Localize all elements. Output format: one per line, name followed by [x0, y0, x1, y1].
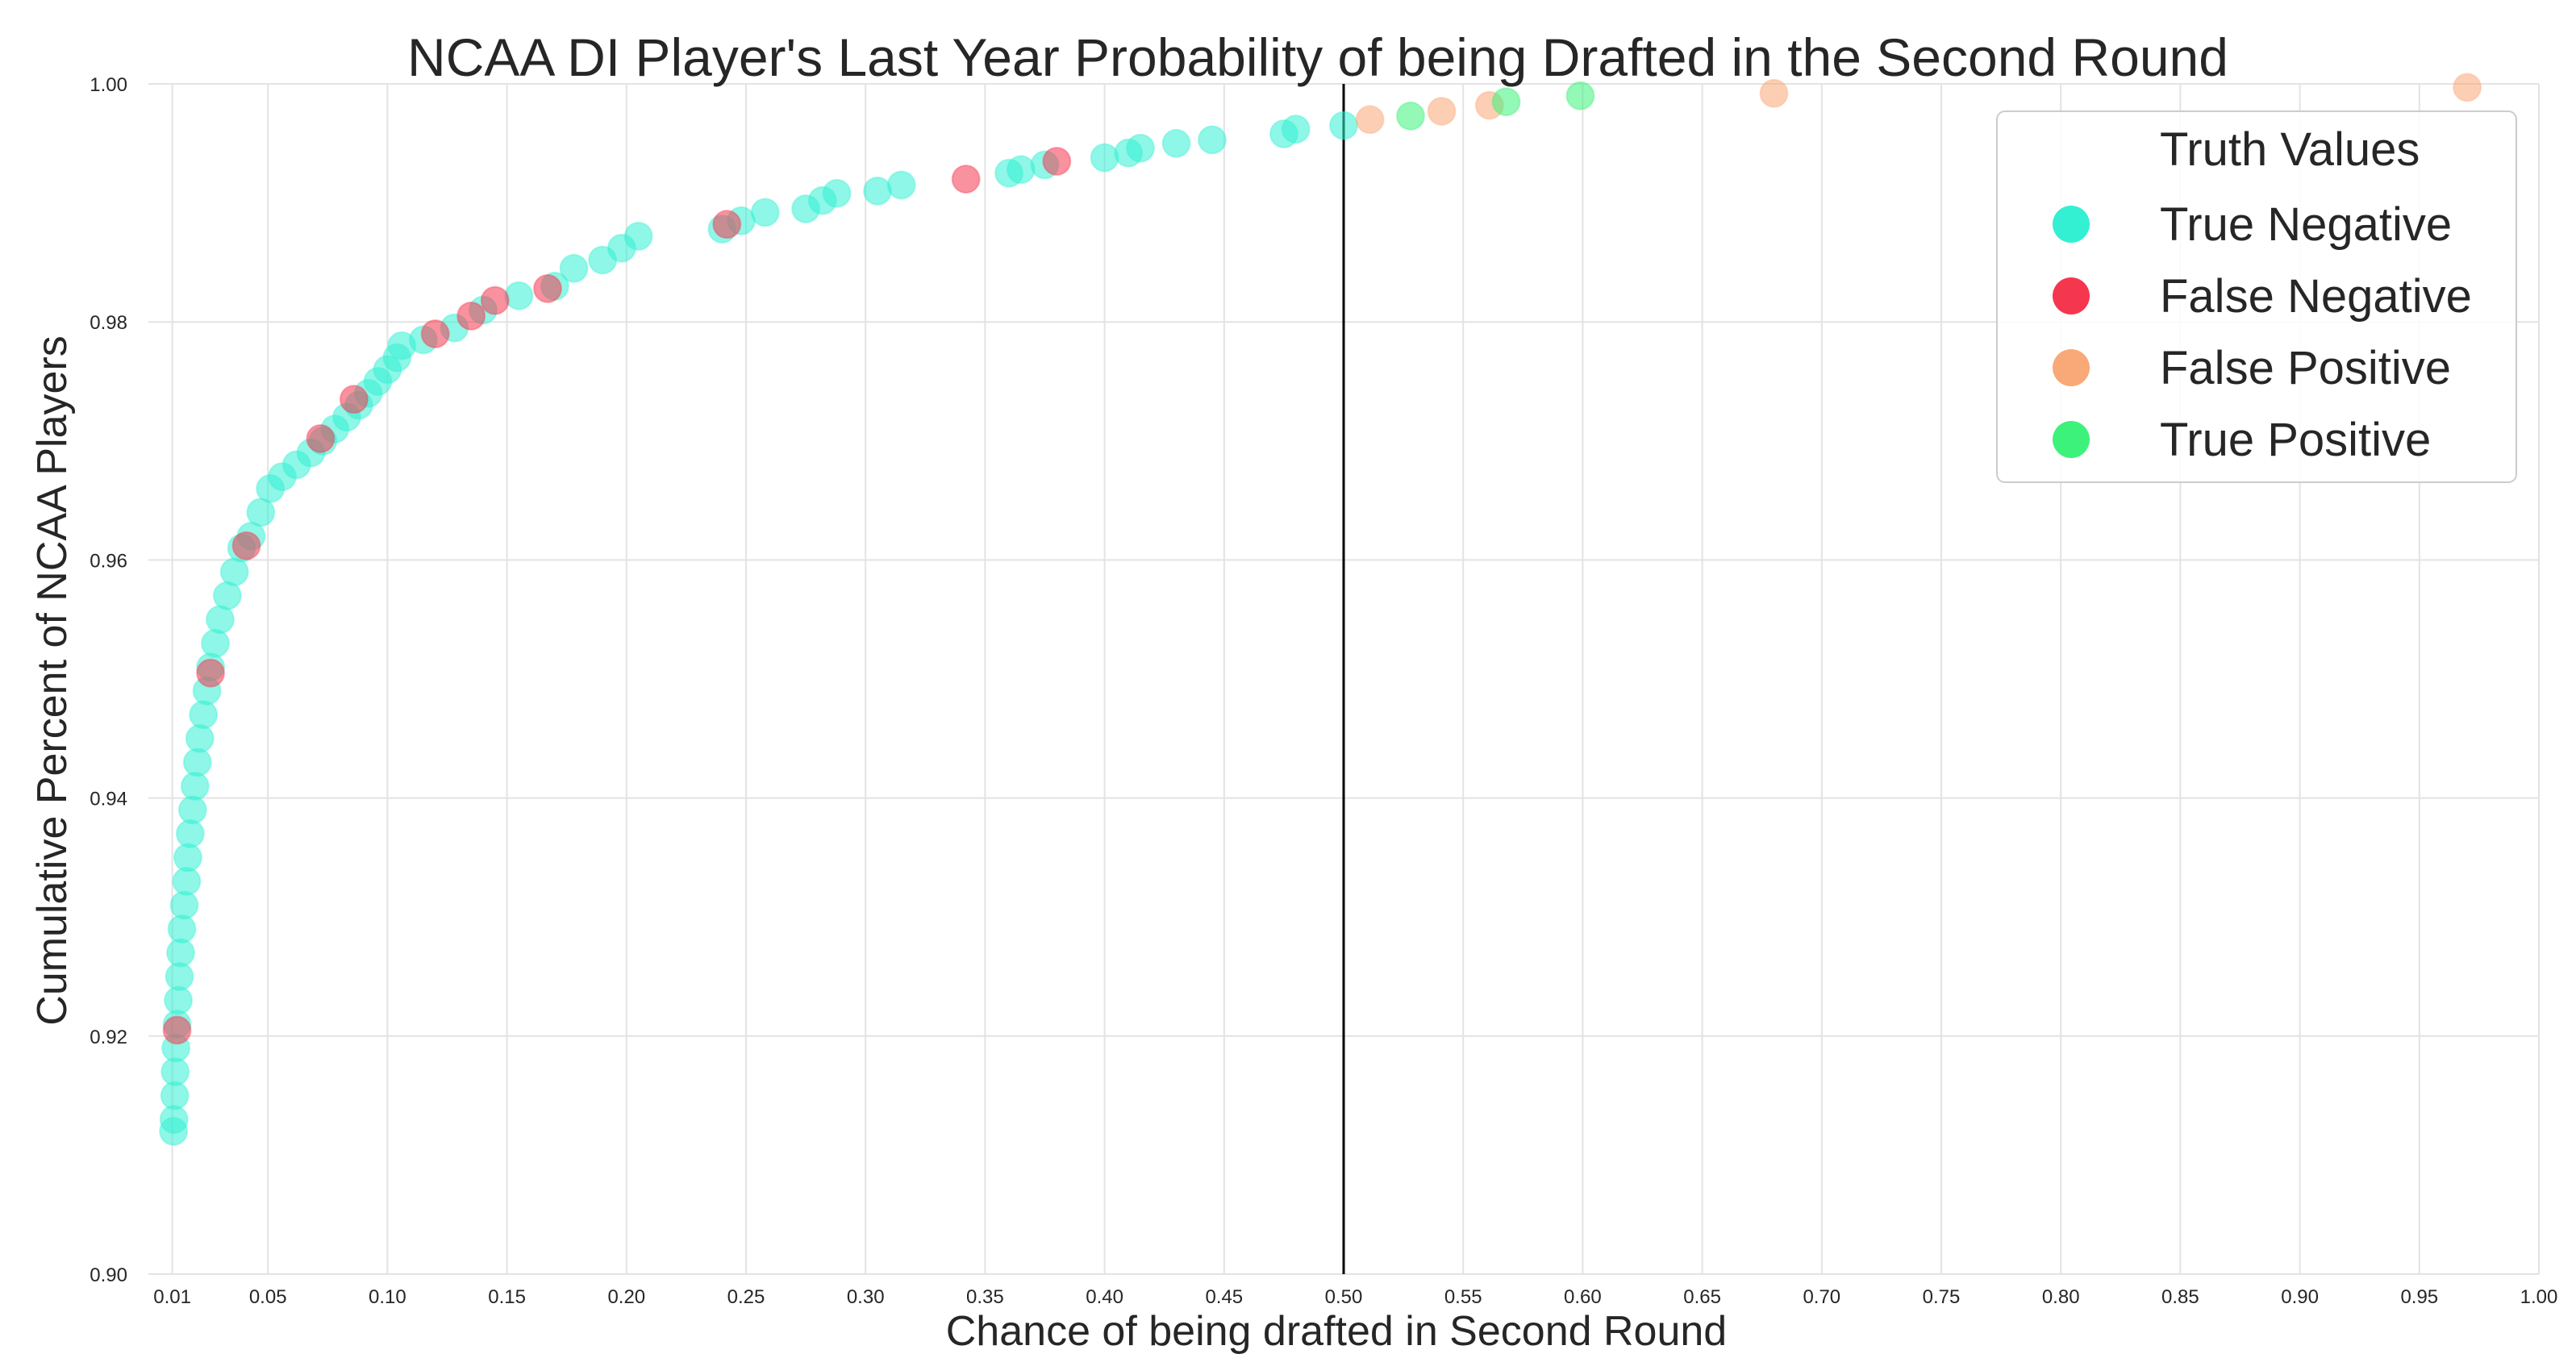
data-point [1006, 155, 1036, 185]
data-point [246, 498, 276, 527]
data-point [1565, 81, 1595, 110]
legend-marker [2053, 277, 2090, 315]
y-tick-labels: 0.90 0.92 0.94 0.96 0.98 1.00 [90, 74, 127, 1286]
data-point [306, 423, 336, 453]
data-point [1491, 87, 1521, 117]
legend-title: Truth Values [2160, 123, 2420, 176]
data-point [200, 628, 230, 658]
data-point [480, 285, 510, 315]
data-point [623, 221, 653, 251]
y-tick-label: 0.90 [90, 1264, 127, 1286]
data-point [185, 723, 215, 753]
x-tick-label: 0.50 [1325, 1286, 1363, 1308]
data-point [420, 319, 450, 348]
x-tick-label: 0.25 [727, 1286, 765, 1308]
legend-marker [2053, 421, 2090, 458]
x-tick-label: 0.45 [1205, 1286, 1243, 1308]
legend: Truth Values True Negative False Negative… [1996, 110, 2517, 483]
y-tick-label: 0.92 [90, 1027, 127, 1048]
data-point [2453, 73, 2482, 102]
data-point [1329, 110, 1358, 140]
x-tick-label: 0.55 [1444, 1286, 1482, 1308]
x-tick-label: 0.30 [847, 1286, 885, 1308]
data-point [339, 385, 369, 414]
y-tick-label: 0.94 [90, 789, 127, 810]
y-tick-label: 0.98 [90, 312, 127, 334]
series-true-positive [1395, 81, 1595, 131]
y-tick-label: 1.00 [90, 74, 127, 96]
x-tick-label: 0.01 [153, 1286, 191, 1308]
series-false-negative [162, 146, 1072, 1045]
data-point [1042, 146, 1072, 176]
x-tick-label: 0.10 [369, 1286, 406, 1308]
data-point [196, 658, 226, 688]
data-point [162, 1015, 192, 1045]
series-true-negative [159, 110, 1358, 1146]
x-tick-label: 0.65 [1683, 1286, 1721, 1308]
x-tick-label: 0.15 [488, 1286, 526, 1308]
x-tick-labels: 0.01 0.05 0.10 0.15 0.20 0.25 0.30 0.35 0.40 0.45… [153, 1286, 2557, 1308]
x-tick-label: 0.70 [1803, 1286, 1840, 1308]
legend-entry-label: True Positive [2160, 414, 2431, 466]
legend-entry-label: False Negative [2160, 270, 2472, 323]
data-point [863, 176, 893, 206]
data-point [1395, 101, 1425, 131]
data-point [1161, 128, 1191, 158]
x-tick-label: 1.00 [2520, 1286, 2558, 1308]
chart-title: NCAA DI Player's Last Year Probability o… [407, 27, 2228, 87]
legend-entry-label: False Positive [2160, 342, 2451, 394]
data-point [1281, 115, 1311, 144]
x-tick-label: 0.05 [249, 1286, 287, 1308]
x-tick-label: 0.80 [2042, 1286, 2080, 1308]
x-tick-label: 0.75 [1923, 1286, 1961, 1308]
legend-marker [2053, 349, 2090, 386]
x-tick-label: 0.35 [966, 1286, 1004, 1308]
x-tick-label: 0.20 [607, 1286, 645, 1308]
y-axis-label: Cumulative Percent of NCAA Players [29, 335, 76, 1025]
legend-marker [2053, 206, 2090, 243]
x-tick-label: 0.60 [1564, 1286, 1602, 1308]
data-point [231, 531, 261, 560]
data-point [1355, 105, 1385, 135]
y-tick-label: 0.96 [90, 550, 127, 572]
data-point [1197, 125, 1227, 155]
data-points [159, 73, 2482, 1146]
x-tick-label: 0.95 [2400, 1286, 2438, 1308]
data-point [886, 170, 916, 200]
data-point [951, 165, 981, 194]
data-point [1126, 133, 1156, 163]
data-point [750, 198, 780, 227]
legend-entry-label: True Negative [2160, 198, 2452, 251]
x-tick-label: 0.40 [1086, 1286, 1123, 1308]
legend-box [1996, 110, 2517, 483]
x-tick-label: 0.85 [2161, 1286, 2199, 1308]
data-point [456, 301, 486, 331]
data-point [1090, 143, 1119, 173]
data-point [559, 253, 589, 283]
data-point [822, 178, 852, 208]
data-point [712, 210, 742, 240]
data-point [532, 273, 562, 303]
data-point [1759, 78, 1789, 108]
x-tick-label: 0.90 [2281, 1286, 2319, 1308]
x-axis-label: Chance of being drafted in Second Round [946, 1308, 1727, 1355]
data-point [504, 281, 534, 310]
data-point [189, 700, 219, 730]
data-point [1427, 96, 1457, 126]
series-false-positive [1355, 73, 2482, 135]
